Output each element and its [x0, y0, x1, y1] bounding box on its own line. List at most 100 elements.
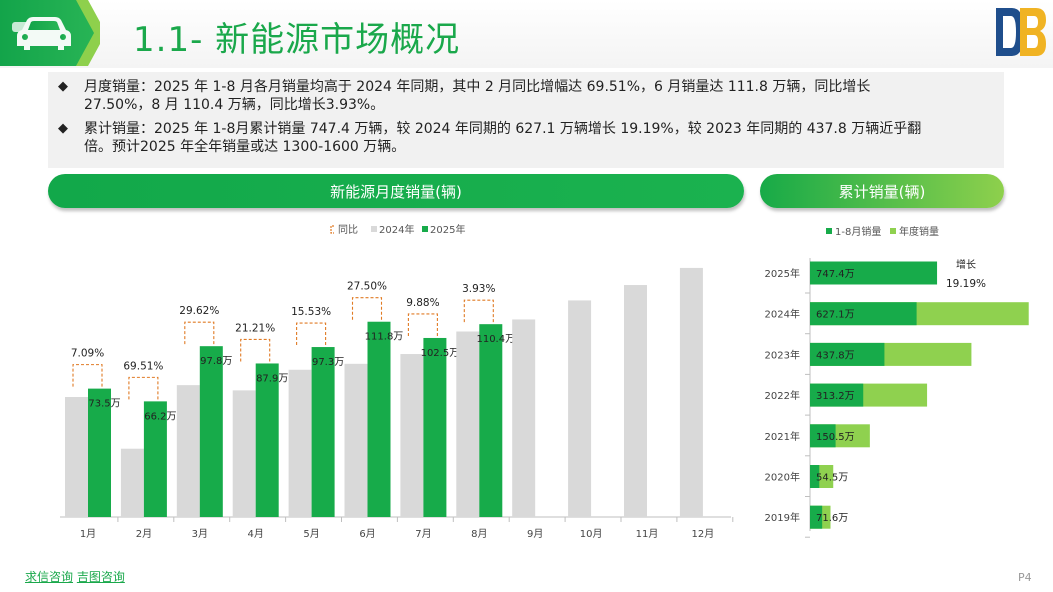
yoy-bracket	[407, 313, 438, 336]
legend-swatch-2025	[422, 226, 428, 232]
bar-2024	[512, 319, 536, 517]
y-tick-label: 2021年	[765, 430, 800, 443]
legend-swatch-ytd	[826, 228, 832, 234]
yoy-label: 3.93%	[462, 283, 495, 295]
bar-value-label: 71.6万	[816, 513, 848, 524]
legend-label-ytd: 1-8月销量	[835, 225, 881, 238]
bullet-text-line: 倍。预计2025 年全年销量或达 1300-1600 万辆。	[84, 139, 406, 155]
x-tick-label: 2月	[136, 528, 152, 540]
page-number: P4	[1018, 571, 1032, 584]
legend-swatch-annual	[890, 228, 896, 234]
bar-ytd	[810, 465, 820, 488]
yoy-bracket	[351, 297, 383, 320]
summary-bullet-monthly: ◆ 月度销量：2025 年 1-8 月各月销量均高于 2024 年同期，其中 2…	[58, 78, 994, 114]
bar-2024	[232, 390, 256, 517]
yoy-label: 15.53%	[291, 306, 331, 318]
bar-2025	[143, 401, 167, 517]
yoy-bracket	[184, 321, 215, 345]
x-tick-label: 10月	[580, 528, 603, 540]
y-tick-label: 2022年	[765, 389, 800, 402]
bar-2024	[120, 448, 144, 517]
bar-value-label: 111.8万	[365, 332, 404, 343]
bar-value-label: 97.8万	[200, 356, 232, 367]
bar-value-label: 66.2万	[144, 411, 176, 422]
brand-logo: DB	[996, 8, 1046, 56]
bar-2024	[176, 385, 200, 517]
x-tick-label: 5月	[303, 528, 319, 540]
footer-brand-link[interactable]: 吉图咨询	[76, 570, 125, 584]
bar-2025	[423, 337, 447, 517]
x-tick-label: 4月	[248, 528, 264, 540]
bar-2024	[400, 354, 424, 517]
yoy-label: 9.88%	[406, 297, 439, 309]
x-tick-label: 11月	[636, 528, 659, 540]
page-title: 1.1- 新能源市场概况	[133, 20, 461, 60]
bar-value-label: 97.3万	[312, 357, 344, 368]
bar-ytd	[810, 505, 823, 529]
section-title-monthly: 新能源月度销量(辆)	[48, 174, 744, 208]
bar-2025	[255, 363, 279, 517]
bar-value-label: 627.1万	[816, 310, 855, 321]
bullet-text-line: 27.50%，8 月 110.4 万辆，同比增长3.93%。	[84, 97, 385, 113]
summary-bullet-cumulative: ◆ 累计销量：2025 年 1-8月累计销量 747.4 万辆，较 2024 年…	[58, 120, 994, 156]
bar-ytd	[810, 342, 885, 366]
yoy-label: 29.62%	[179, 305, 219, 317]
bar-ytd	[810, 302, 917, 326]
yoy-label: 69.51%	[123, 360, 163, 372]
bar-value-label: 313.2万	[816, 391, 855, 402]
footer-brand: 求信咨询 吉图咨询	[25, 568, 125, 585]
bar-2024	[344, 363, 368, 517]
bar-2025	[311, 347, 335, 517]
bar-2025	[479, 324, 503, 517]
yoy-bracket	[240, 338, 271, 362]
x-tick-label: 1月	[80, 528, 96, 540]
yoy-bracket	[296, 322, 327, 346]
car-icon	[0, 0, 100, 66]
bar-2024	[65, 397, 88, 517]
bar-value-label: 110.4万	[476, 334, 515, 345]
bar-value-label: 437.8万	[816, 350, 855, 361]
yoy-bracket	[128, 376, 159, 400]
x-tick-label: 7月	[415, 528, 431, 540]
bar-ytd	[810, 261, 938, 285]
yoy-label: 27.50%	[347, 281, 387, 293]
yoy-bracket	[72, 364, 103, 387]
footer-brand-link[interactable]: 求信咨询	[25, 570, 74, 584]
y-tick-label: 2024年	[765, 308, 800, 321]
bar-2024	[679, 267, 703, 517]
legend-label-2024: 2024年	[379, 223, 414, 236]
bar-2025	[88, 388, 111, 517]
bar-value-label: 102.5万	[421, 348, 460, 359]
y-tick-label: 2023年	[765, 348, 800, 361]
legend-swatch-yoy	[330, 225, 334, 234]
bar-2024	[456, 331, 480, 517]
bar-2024	[568, 300, 592, 517]
legend-label-annual: 年度销量	[899, 225, 939, 238]
bar-2025	[367, 321, 391, 517]
yoy-label: 7.09%	[71, 348, 104, 360]
bar-value-label: 73.5万	[88, 399, 120, 410]
x-tick-label: 6月	[359, 528, 375, 540]
x-tick-label: 3月	[192, 528, 208, 540]
bar-value-label: 150.5万	[816, 432, 855, 443]
y-tick-label: 2025年	[765, 267, 800, 280]
diamond-bullet-icon: ◆	[58, 121, 68, 136]
x-tick-label: 12月	[692, 528, 715, 540]
bar-2025	[199, 346, 223, 517]
bar-2024	[288, 369, 312, 517]
bullet-text-line: 累计销量：2025 年 1-8月累计销量 747.4 万辆，较 2024 年同期…	[84, 121, 922, 137]
summary-panel: ◆ 月度销量：2025 年 1-8 月各月销量均高于 2024 年同期，其中 2…	[48, 72, 1004, 168]
section-title-cumulative: 累计销量(辆)	[760, 174, 1004, 208]
y-tick-label: 2019年	[765, 511, 800, 524]
bar-value-label: 87.9万	[256, 373, 288, 384]
legend-swatch-2024	[371, 226, 377, 232]
bullet-text-line: 月度销量：2025 年 1-8 月各月销量均高于 2024 年同期，其中 2 月…	[84, 79, 871, 95]
header-band	[0, 0, 1053, 68]
legend-label-yoy: 同比	[338, 224, 358, 236]
bar-ytd	[810, 383, 864, 407]
bar-2024	[624, 285, 647, 517]
x-tick-label: 9月	[527, 528, 543, 540]
growth-annotation-label: 增长	[956, 258, 976, 271]
x-tick-label: 8月	[471, 528, 487, 540]
